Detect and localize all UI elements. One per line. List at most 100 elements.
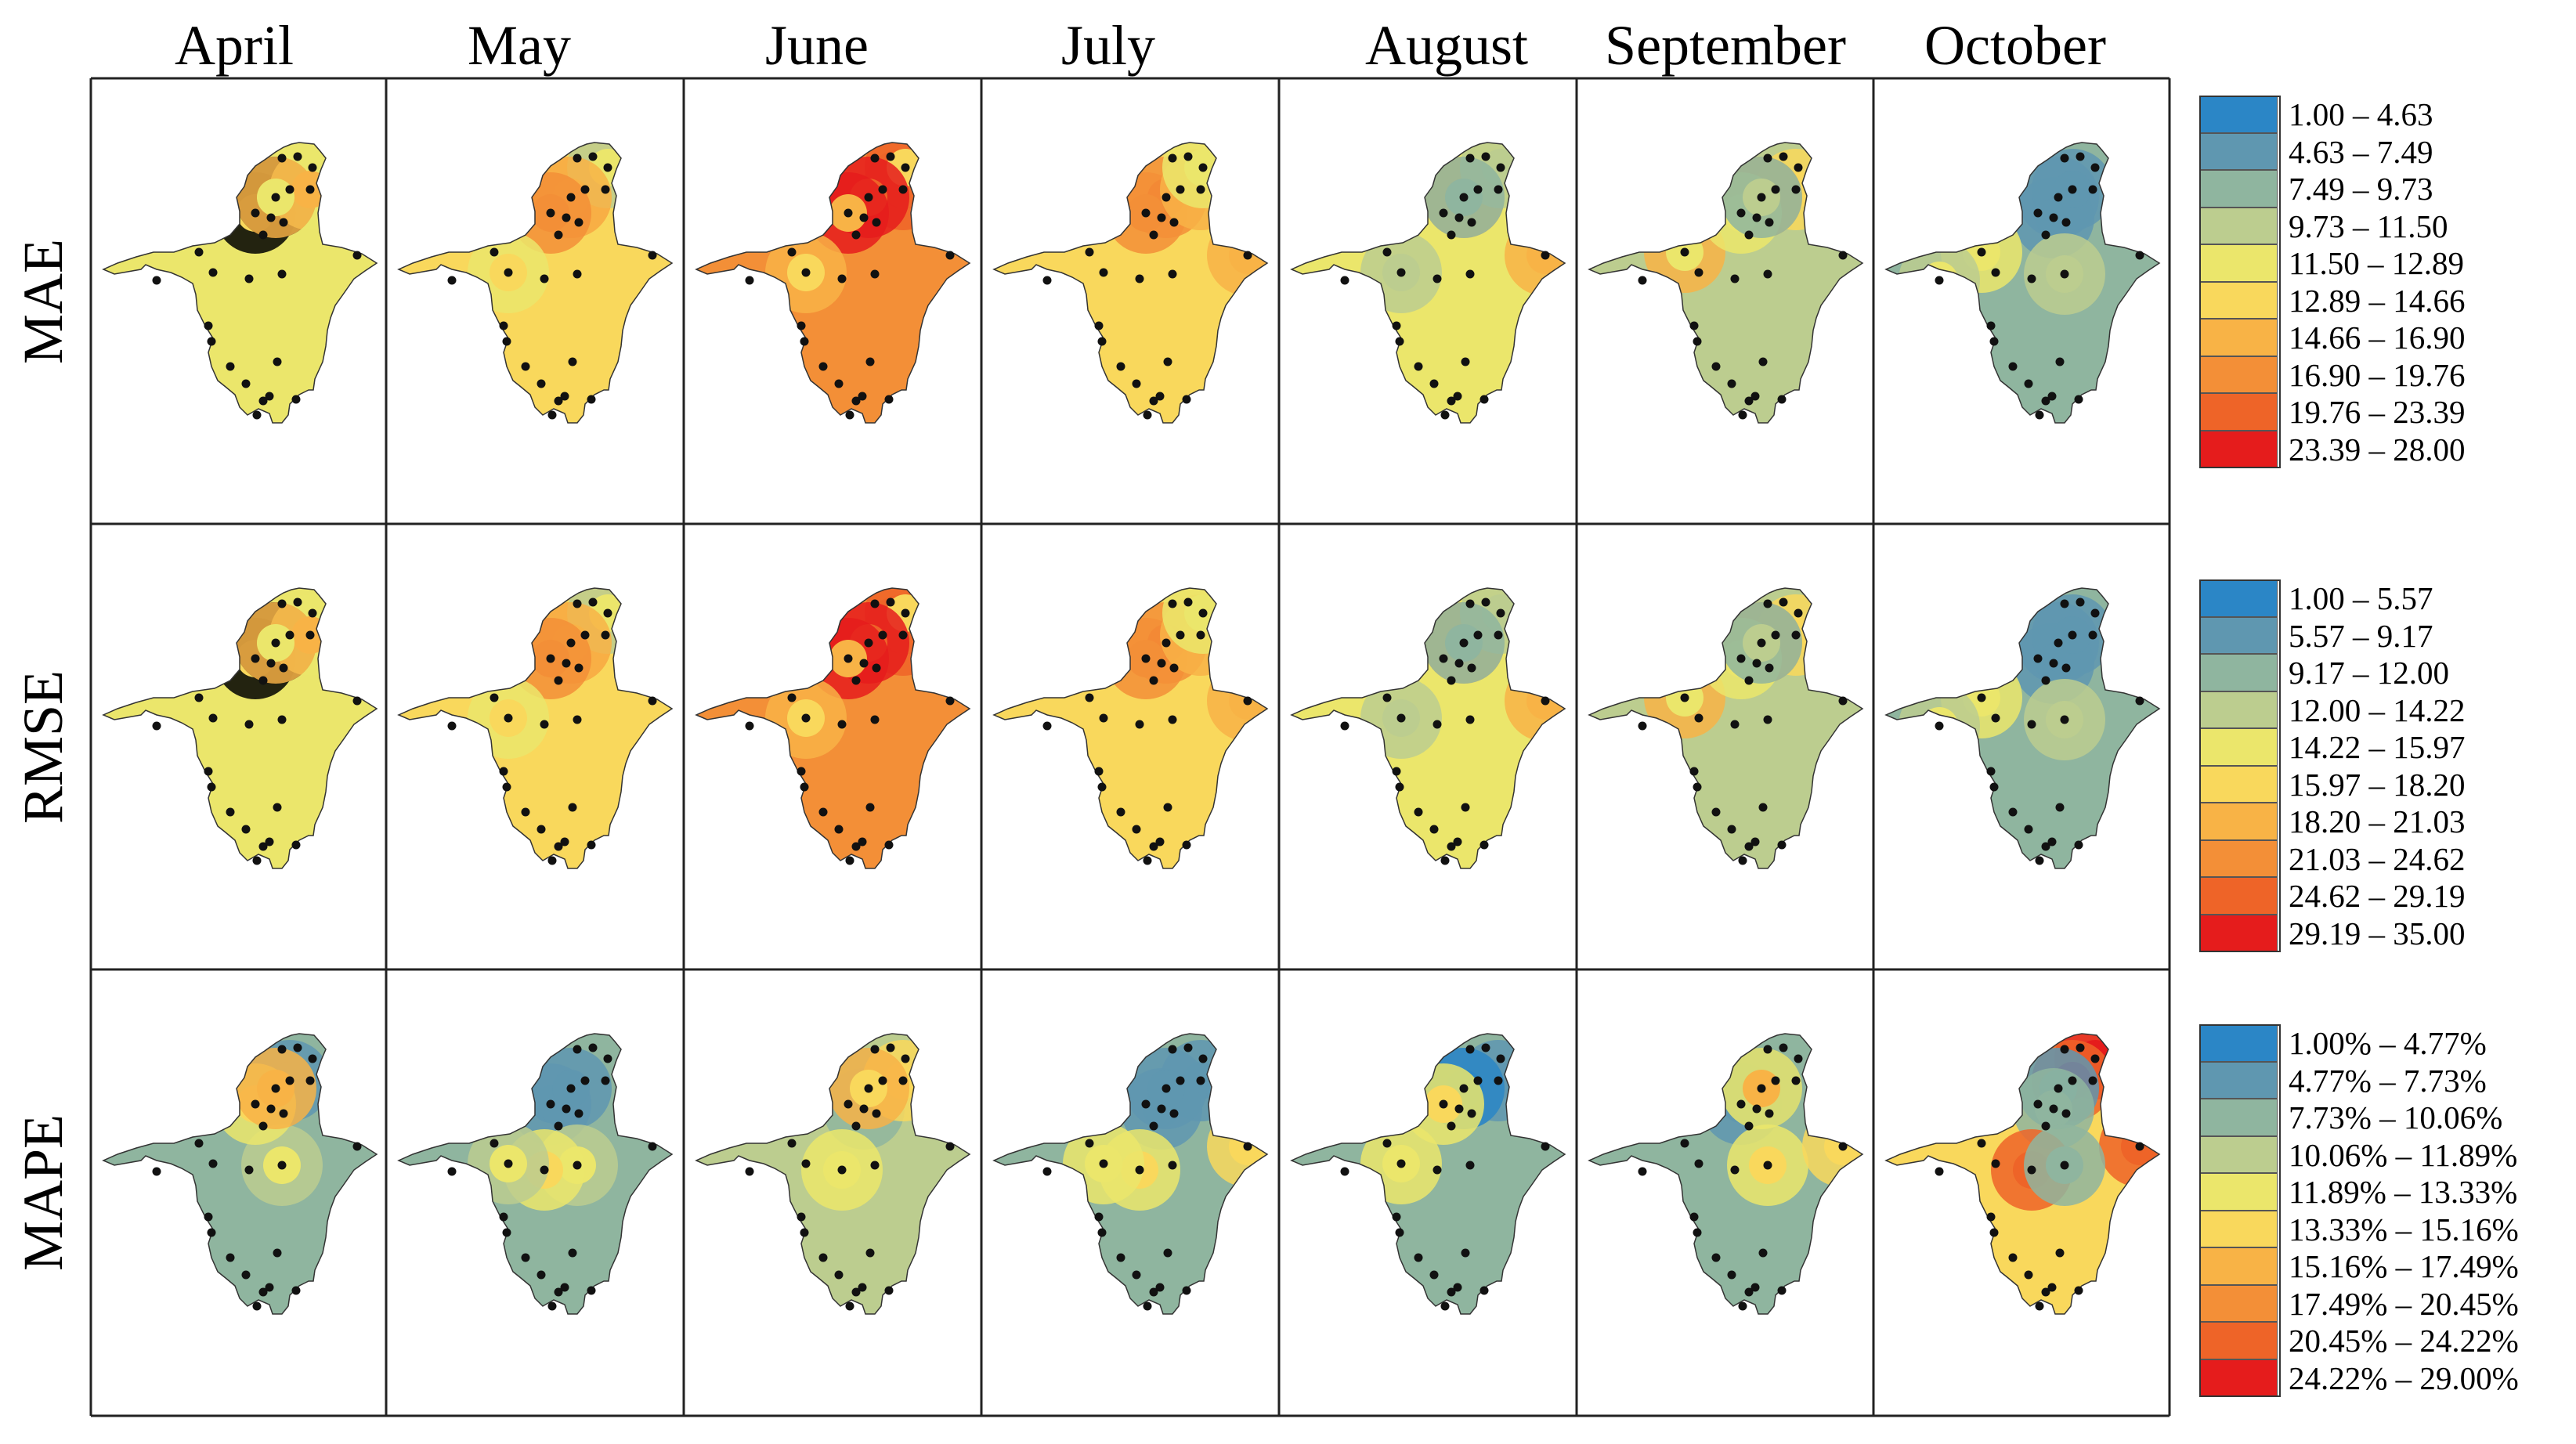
station-dot [277, 599, 287, 608]
region-outline [1290, 587, 1566, 869]
station-dot [1711, 807, 1721, 817]
station-dot [1135, 274, 1144, 283]
station-dot [568, 803, 577, 812]
station-dot [285, 630, 294, 640]
grid-lines [89, 77, 2171, 1417]
station-dot [1744, 230, 1754, 240]
station-dot [1481, 597, 1490, 607]
station-dot [265, 837, 274, 847]
station-dot [562, 1104, 571, 1114]
station-dot [1155, 837, 1165, 847]
station-dot [1989, 782, 1999, 792]
station-dot [1989, 337, 1999, 346]
station-dot [1155, 1283, 1165, 1292]
station-dot [1750, 1283, 1760, 1292]
station-dot [2060, 269, 2069, 279]
station-dot [194, 1139, 204, 1148]
legend-swatch [2199, 654, 2278, 691]
station-dot [2090, 1054, 2100, 1063]
station-dot [258, 230, 268, 240]
station-dot [2054, 638, 2063, 648]
station-dot [2068, 1076, 2077, 1085]
station-dot [1340, 276, 1349, 285]
legend-item: 4.77% – 7.73% [2199, 1061, 2575, 1099]
region-outline [1588, 587, 1864, 869]
station-dot [573, 1045, 582, 1054]
station-dot [1763, 715, 1772, 724]
station-dot [837, 1165, 847, 1175]
map-panel [1279, 524, 1577, 969]
station-dot [1162, 193, 1171, 202]
legend-range: 15.16% – 17.49% [2289, 1248, 2519, 1284]
station-dot [204, 767, 213, 776]
legend-item: 4.63 – 7.49 [2199, 132, 2575, 170]
station-dot [898, 630, 908, 640]
station-dot [2060, 153, 2069, 163]
station-dot [1094, 767, 1104, 776]
station-dot [859, 213, 869, 222]
station-dot [2135, 251, 2144, 260]
station-dot [1440, 856, 1450, 865]
station-dot [266, 1104, 276, 1114]
station-dot [258, 1287, 268, 1297]
station-dot [1791, 1076, 1801, 1085]
station-dot [2054, 193, 2063, 202]
station-dot [273, 803, 282, 812]
station-dot [745, 276, 754, 285]
legend-swatch [2199, 839, 2278, 877]
station-dot [1794, 163, 1803, 172]
station-dot [901, 163, 910, 172]
station-dot [273, 357, 282, 366]
map-panel [1577, 969, 1873, 1416]
station-dot [1750, 837, 1760, 847]
region-outline [695, 142, 971, 424]
station-dot [1094, 1212, 1104, 1222]
station-dot [1132, 1270, 1141, 1280]
station-dot [1447, 676, 1456, 685]
legend-range: 1.00 – 5.57 [2289, 580, 2433, 616]
station-dot [1779, 597, 1788, 607]
station-dot [1757, 1084, 1766, 1093]
station-dot [208, 268, 218, 277]
station-dot [1693, 1228, 1702, 1237]
station-dot [844, 1099, 853, 1109]
station-dot [945, 251, 955, 260]
station-dot [252, 856, 262, 865]
station-dot [601, 1076, 610, 1085]
legend-swatch [2199, 914, 2278, 951]
station-dot [1757, 638, 1766, 648]
station-dot [886, 152, 895, 161]
station-dot [554, 230, 563, 240]
station-dot [271, 1084, 280, 1093]
legend-item: 9.73 – 11.50 [2199, 207, 2575, 244]
station-dot [2047, 837, 2057, 847]
legend-item: 7.49 – 9.73 [2199, 170, 2575, 208]
station-dot [1097, 1228, 1107, 1237]
station-dot [901, 1054, 910, 1063]
station-dot [1429, 1270, 1439, 1280]
station-dot [2090, 608, 2100, 618]
station-dot [884, 840, 894, 850]
station-dot [1711, 362, 1721, 371]
station-dot [1986, 767, 1996, 776]
station-dot [2060, 599, 2069, 608]
month-label: May [468, 14, 571, 77]
station-dot [1116, 362, 1125, 371]
station-dot [1794, 608, 1803, 618]
station-dot [884, 395, 894, 404]
station-dot [502, 1228, 511, 1237]
station-dot [1395, 337, 1404, 346]
station-dot [588, 1043, 598, 1052]
legend-item: 5.57 – 9.17 [2199, 616, 2575, 654]
legend-swatch [2199, 1322, 2278, 1359]
station-dot [279, 1109, 288, 1118]
station-dot [872, 663, 881, 673]
station-dot [1198, 1054, 1208, 1063]
station-dot [2035, 1301, 2044, 1311]
station-dot [251, 208, 260, 218]
station-dot [1429, 379, 1439, 388]
region-outline [992, 1033, 1269, 1315]
legend-range: 17.49% – 20.45% [2289, 1285, 2519, 1322]
station-dot [352, 1142, 362, 1151]
station-dot [580, 630, 590, 640]
